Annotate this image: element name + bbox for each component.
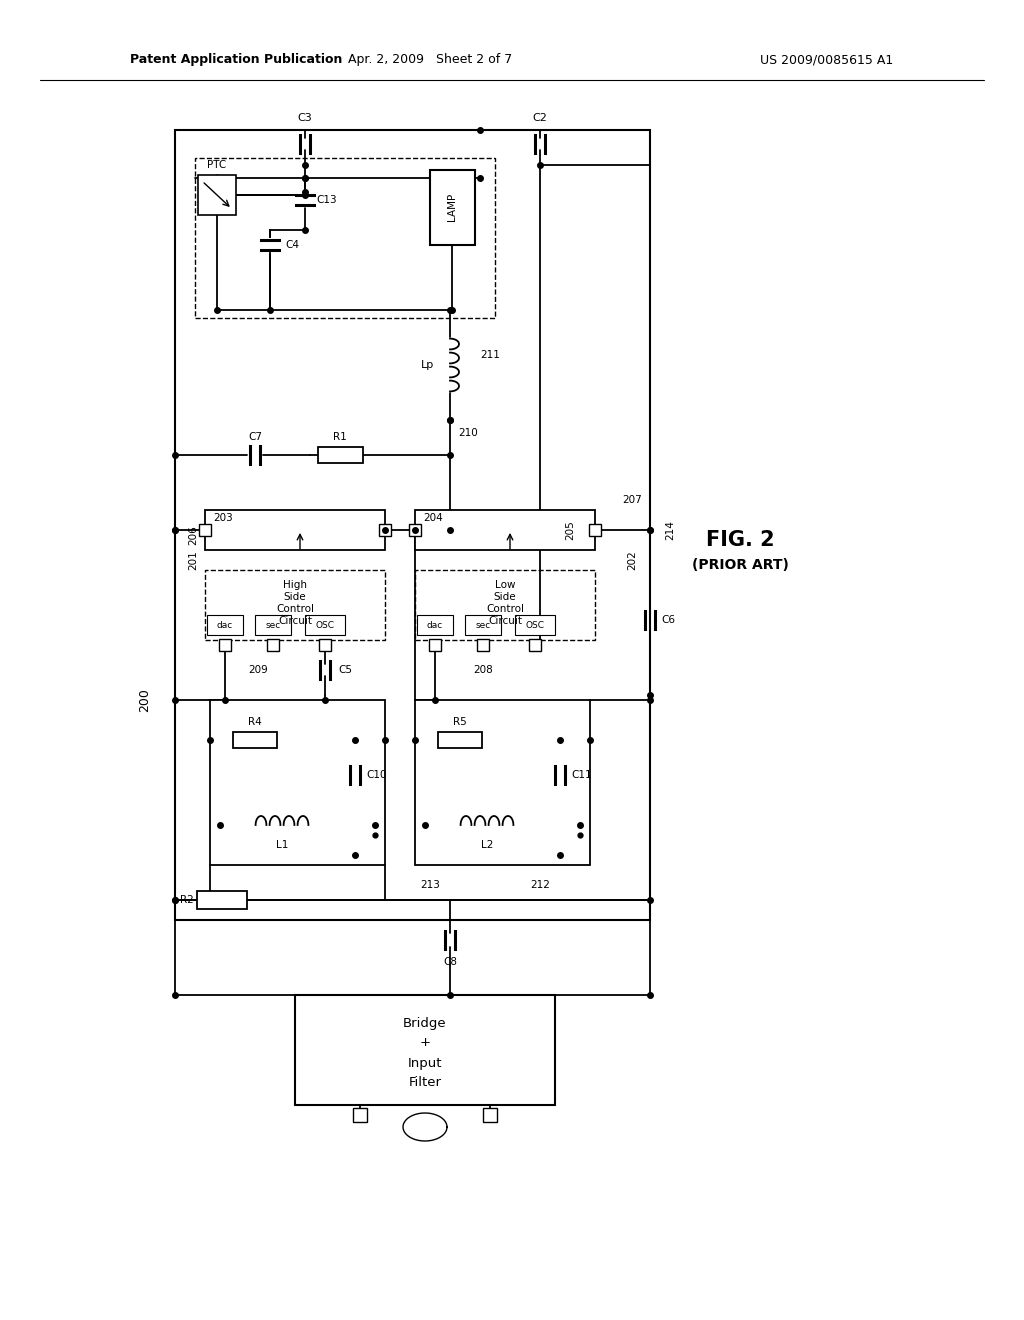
Bar	[477, 639, 489, 651]
Bar	[205, 510, 385, 550]
Text: Patent Application Publication: Patent Application Publication	[130, 54, 342, 66]
Text: C3: C3	[298, 114, 312, 123]
Text: Control: Control	[486, 605, 524, 614]
Bar	[438, 733, 482, 748]
Text: sec: sec	[475, 620, 490, 630]
Text: R5: R5	[454, 717, 467, 727]
Text: Bridge: Bridge	[403, 1016, 446, 1030]
Bar	[255, 615, 291, 635]
Text: Low: Low	[495, 579, 515, 590]
Text: sec: sec	[265, 620, 281, 630]
Text: C10: C10	[367, 770, 387, 780]
Text: dac: dac	[427, 620, 443, 630]
Bar	[379, 524, 391, 536]
Text: C11: C11	[571, 770, 592, 780]
Bar	[415, 510, 595, 550]
Bar	[319, 639, 331, 651]
Bar	[589, 524, 601, 536]
Text: High: High	[283, 579, 307, 590]
Text: 211: 211	[480, 350, 500, 360]
Text: C2: C2	[532, 114, 548, 123]
Bar	[219, 639, 231, 651]
Bar	[409, 524, 421, 536]
Bar	[205, 570, 385, 640]
Text: C4: C4	[285, 240, 299, 249]
Bar	[267, 639, 279, 651]
Text: Filter: Filter	[409, 1077, 441, 1089]
Bar	[210, 700, 385, 865]
Text: C7: C7	[248, 432, 262, 442]
Text: 214: 214	[665, 520, 675, 540]
Bar	[415, 700, 590, 865]
Text: OSC: OSC	[525, 620, 545, 630]
Text: R4: R4	[248, 717, 262, 727]
Bar	[483, 1107, 497, 1122]
Text: US 2009/0085615 A1: US 2009/0085615 A1	[760, 54, 893, 66]
Bar	[515, 615, 555, 635]
Text: Circuit: Circuit	[488, 616, 522, 626]
Bar	[529, 639, 541, 651]
Text: 210: 210	[458, 428, 478, 438]
Text: OSC: OSC	[315, 620, 335, 630]
Text: 208: 208	[473, 665, 493, 675]
Bar	[417, 615, 453, 635]
Text: Side: Side	[284, 591, 306, 602]
Text: 202: 202	[627, 550, 637, 570]
Bar	[199, 524, 211, 536]
Bar	[430, 170, 475, 246]
Text: +: +	[420, 1036, 430, 1049]
Text: PTC: PTC	[208, 160, 226, 170]
Bar	[197, 891, 247, 909]
Text: 201: 201	[188, 550, 198, 570]
Bar	[353, 1107, 367, 1122]
Text: (PRIOR ART): (PRIOR ART)	[691, 558, 788, 572]
Bar	[429, 639, 441, 651]
Bar	[198, 176, 236, 215]
Text: L2: L2	[481, 840, 494, 850]
Text: 206: 206	[188, 525, 198, 545]
Text: Side: Side	[494, 591, 516, 602]
Bar	[465, 615, 501, 635]
Text: Control: Control	[276, 605, 314, 614]
Text: Lp: Lp	[421, 360, 434, 370]
Text: C8: C8	[443, 957, 457, 968]
Bar	[295, 995, 555, 1105]
Text: dac: dac	[217, 620, 233, 630]
Bar	[207, 615, 243, 635]
Text: 207: 207	[623, 495, 642, 506]
Text: C5: C5	[338, 665, 352, 675]
Text: 200: 200	[138, 688, 152, 711]
Bar	[415, 570, 595, 640]
Text: 203: 203	[213, 513, 232, 523]
Text: R2: R2	[180, 895, 194, 906]
Text: Input: Input	[408, 1056, 442, 1069]
Text: L1: L1	[275, 840, 288, 850]
Text: 209: 209	[248, 665, 268, 675]
Text: R1: R1	[333, 432, 347, 442]
Bar	[175, 129, 650, 920]
Text: 204: 204	[423, 513, 442, 523]
Bar	[195, 158, 495, 318]
Text: C13: C13	[316, 195, 337, 205]
Text: 205: 205	[565, 520, 575, 540]
Text: 213: 213	[420, 880, 440, 890]
Bar	[233, 733, 278, 748]
Text: Apr. 2, 2009   Sheet 2 of 7: Apr. 2, 2009 Sheet 2 of 7	[348, 54, 512, 66]
Text: Circuit: Circuit	[278, 616, 312, 626]
Text: C6: C6	[662, 615, 675, 624]
Text: FIG. 2: FIG. 2	[706, 531, 774, 550]
Bar	[305, 615, 345, 635]
Text: 212: 212	[530, 880, 550, 890]
Text: LAMP: LAMP	[447, 193, 457, 222]
Bar	[318, 447, 362, 463]
